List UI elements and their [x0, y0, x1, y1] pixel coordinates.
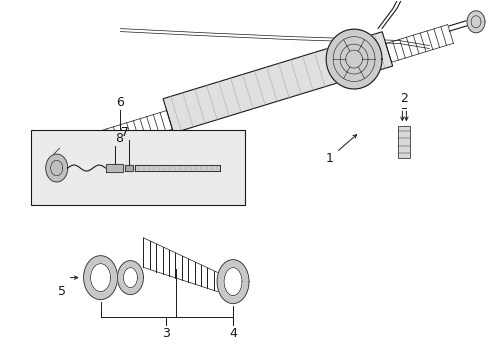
Text: 6: 6	[116, 96, 124, 109]
Bar	[31, 130, 244, 205]
Polygon shape	[224, 268, 242, 296]
Text: 7: 7	[121, 126, 129, 139]
Text: 9: 9	[111, 175, 119, 201]
Text: 1: 1	[325, 135, 356, 165]
Text: 8: 8	[115, 132, 123, 145]
Polygon shape	[163, 32, 392, 133]
Polygon shape	[466, 11, 484, 33]
Polygon shape	[325, 29, 381, 89]
Text: 3: 3	[162, 327, 170, 340]
Polygon shape	[117, 261, 143, 294]
Polygon shape	[90, 264, 110, 292]
Bar	[398, 126, 409, 158]
Polygon shape	[46, 154, 67, 182]
Polygon shape	[123, 268, 137, 288]
Polygon shape	[105, 164, 123, 172]
Polygon shape	[135, 165, 220, 171]
Polygon shape	[83, 256, 117, 300]
Polygon shape	[217, 260, 248, 303]
Text: 5: 5	[58, 285, 65, 298]
Polygon shape	[125, 165, 133, 171]
Text: 4: 4	[229, 327, 237, 340]
Text: 2: 2	[400, 92, 407, 105]
Polygon shape	[72, 133, 87, 153]
